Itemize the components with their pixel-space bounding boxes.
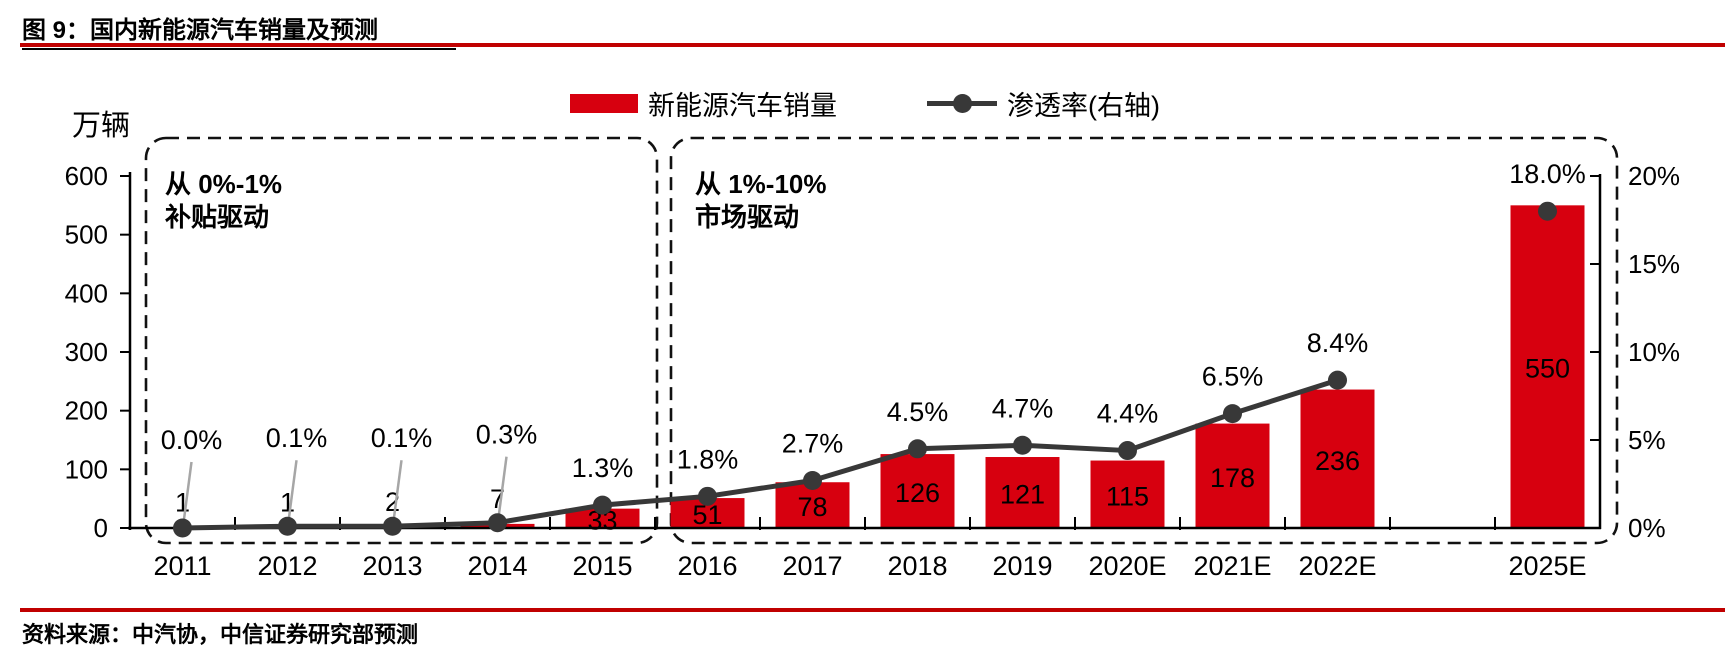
penetration-dot-2021E <box>1223 404 1242 424</box>
bar-2018 <box>880 454 955 528</box>
penetration-dot-2011 <box>173 518 192 538</box>
x-axis-label: 2018 <box>887 551 947 581</box>
bar-value-label: 126 <box>895 478 940 508</box>
annotation-phase-1: 从 0%-1% 补贴驱动 <box>165 168 282 234</box>
x-axis-label: 2022E <box>1298 551 1376 581</box>
right-axis-tick-label: 5% <box>1628 425 1666 455</box>
x-axis-label: 2014 <box>467 551 527 581</box>
left-axis-tick-label: 600 <box>65 161 108 191</box>
figure-title: 图 9：国内新能源汽车销量及预测 <box>22 10 457 50</box>
annotation-phase-2-line2: 市场驱动 <box>695 202 800 232</box>
right-axis-tick-label: 20% <box>1628 161 1680 191</box>
pct-label: 4.4% <box>1097 399 1159 429</box>
penetration-dot-2012 <box>278 516 297 536</box>
pct-label: 0.1% <box>371 423 433 453</box>
penetration-dot-2013 <box>383 516 402 536</box>
annotation-phase-2: 从 1%-10% 市场驱动 <box>695 168 827 234</box>
bar-value-label: 178 <box>1210 463 1255 493</box>
legend-item-penetration: 渗透率(右轴) <box>927 84 1160 123</box>
pct-label: 2.7% <box>782 428 844 458</box>
pct-label: 0.0% <box>161 425 223 455</box>
pct-label: 4.5% <box>887 397 949 427</box>
bar-value-label: 236 <box>1315 446 1360 476</box>
phase-box-market <box>669 136 1619 545</box>
annotation-phase-1-line1: 从 0%-1% <box>165 169 283 199</box>
legend-label-penetration: 渗透率(右轴) <box>1007 91 1160 121</box>
right-axis-tick-label: 15% <box>1628 249 1680 279</box>
pct-label: 4.7% <box>992 393 1054 423</box>
penetration-dot-2019 <box>1013 435 1032 455</box>
pct-label: 0.3% <box>476 420 538 450</box>
bar-2015 <box>565 508 640 528</box>
left-axis-tick-label: 200 <box>65 396 108 426</box>
penetration-dot-2020E <box>1118 441 1137 461</box>
bar-value-label: 550 <box>1525 354 1570 384</box>
pct-label: 18.0% <box>1509 159 1586 189</box>
right-axis-tick-label: 10% <box>1628 337 1680 367</box>
penetration-dot-2014 <box>488 513 507 533</box>
source-text: 资料来源：中汽协，中信证券研究部预测 <box>22 622 419 647</box>
x-axis-label: 2021E <box>1193 551 1271 581</box>
x-axis-label: 2015 <box>572 551 632 581</box>
pct-leader-line <box>392 460 403 522</box>
line-series-swatch-icon <box>927 94 997 113</box>
pct-leader-line <box>497 456 508 518</box>
x-axis-label: 2017 <box>782 551 842 581</box>
left-axis-title: 万辆 <box>72 110 131 142</box>
pct-leader-line <box>287 460 298 522</box>
x-axis-label: 2020E <box>1088 551 1166 581</box>
left-axis-tick-label: 300 <box>65 337 108 367</box>
x-axis-label: 2016 <box>677 551 737 581</box>
bar-value-label: 115 <box>1106 481 1149 511</box>
legend-item-sales: 新能源汽车销量 <box>570 84 837 123</box>
x-axis-label: 2019 <box>992 551 1052 581</box>
source-rule <box>20 608 1725 612</box>
bar-value-label: 121 <box>1000 480 1045 510</box>
left-axis-tick-label: 400 <box>65 278 108 308</box>
x-axis-label: 2011 <box>153 551 211 581</box>
penetration-line <box>180 377 1340 531</box>
left-axis-tick-label: 500 <box>65 220 108 250</box>
pct-label: 0.1% <box>266 423 328 453</box>
annotation-phase-1-line2: 补贴驱动 <box>165 202 270 232</box>
title-rule <box>20 43 1725 47</box>
penetration-dot-2016 <box>698 486 717 506</box>
pct-label: 1.3% <box>572 453 634 483</box>
legend-label-sales: 新能源汽车销量 <box>648 91 837 121</box>
x-axis-label: 2025E <box>1508 551 1586 581</box>
penetration-dot-2015 <box>593 495 612 515</box>
bar-series-swatch-icon <box>570 94 638 113</box>
left-axis-tick-label: 0 <box>94 513 108 543</box>
pct-label: 1.8% <box>677 444 739 474</box>
pct-leader-line <box>182 461 193 524</box>
pct-label: 6.5% <box>1202 362 1264 392</box>
bar-2025E <box>1510 205 1585 529</box>
bar-2020E <box>1090 460 1165 528</box>
penetration-dot-2025E <box>1538 201 1557 221</box>
bar-2022E <box>1300 389 1375 528</box>
bar-2019 <box>985 457 1060 528</box>
bar-value-label: 78 <box>797 492 827 522</box>
penetration-dot-2017 <box>803 470 822 490</box>
chart-legend: 新能源汽车销量 渗透率(右轴) <box>130 84 1600 123</box>
penetration-dot-2018 <box>908 439 927 459</box>
phase-box-subsidy <box>144 136 659 545</box>
annotation-phase-2-line1: 从 1%-10% <box>695 169 827 199</box>
left-axis-tick-label: 100 <box>65 454 108 484</box>
pct-label: 8.4% <box>1307 328 1369 358</box>
x-axis-label: 2013 <box>362 551 422 581</box>
bar-2021E <box>1195 423 1270 528</box>
x-axis-label: 2012 <box>257 551 317 581</box>
penetration-dot-2022E <box>1328 370 1347 390</box>
right-axis-tick-label: 0% <box>1628 513 1666 543</box>
